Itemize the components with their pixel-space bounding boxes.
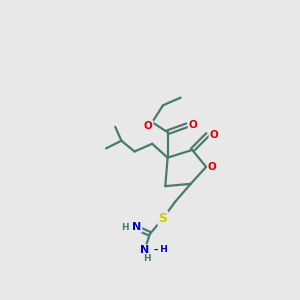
- Text: O: O: [189, 120, 197, 130]
- Text: H: H: [143, 254, 151, 263]
- Text: N: N: [140, 245, 149, 255]
- Text: N: N: [132, 222, 141, 232]
- Text: O: O: [144, 121, 153, 131]
- Text: H: H: [122, 223, 129, 232]
- Text: O: O: [209, 130, 218, 140]
- Text: – H: – H: [154, 245, 168, 254]
- Text: O: O: [208, 162, 217, 172]
- Text: S: S: [158, 212, 167, 225]
